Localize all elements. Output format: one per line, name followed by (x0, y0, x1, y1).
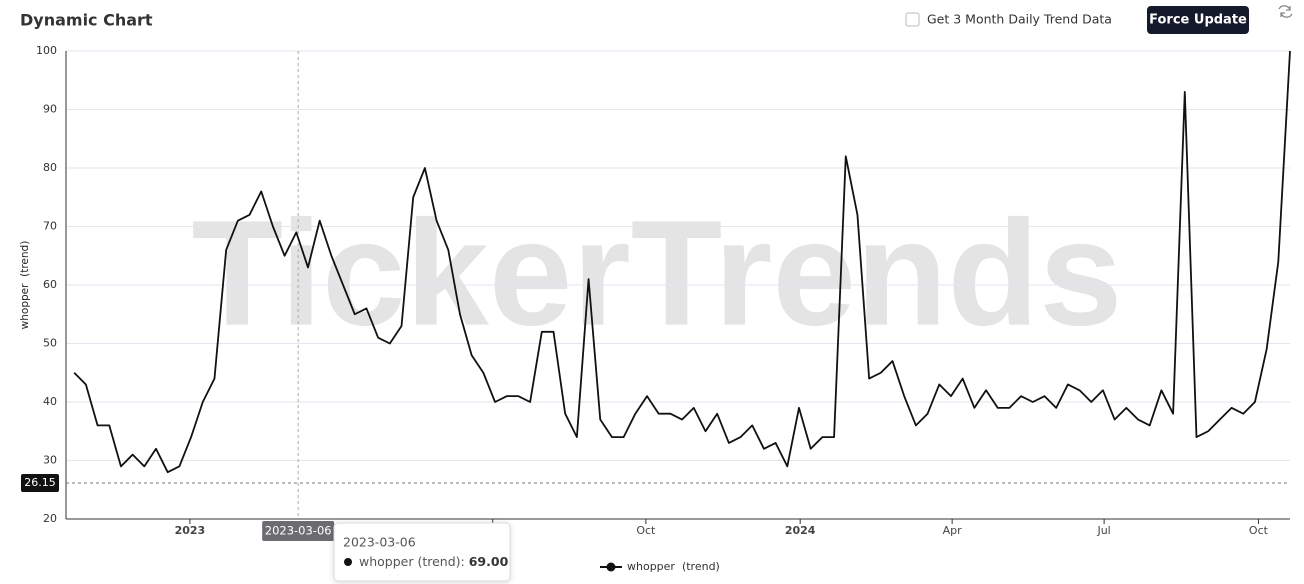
y-tick-label: 20 (43, 512, 57, 525)
tooltip-date: 2023-03-06 (343, 535, 416, 550)
crosshair-x-label-box (262, 521, 335, 541)
watermark: TickerTrends (191, 189, 1122, 357)
y-tick-label: 100 (36, 44, 57, 57)
x-tick-label: Oct (636, 524, 656, 537)
y-tick-label: 90 (43, 103, 57, 116)
crosshair-y-label-box (21, 474, 59, 493)
checkbox[interactable] (905, 12, 920, 27)
legend-label: whopper (trend) (627, 560, 720, 573)
x-tick-label: Apr (943, 524, 963, 537)
title: Dynamic Chart (20, 11, 153, 30)
x-tick-label: 2024 (785, 524, 816, 537)
legend-dot (606, 562, 616, 572)
tooltip-box (333, 522, 511, 582)
tooltip-series: whopper (trend): (359, 554, 465, 569)
trend-line (73, 50, 1291, 474)
y-tick-label: 40 (43, 395, 57, 408)
y-tick-label: 70 (43, 220, 57, 233)
tooltip-value: 69.00 (469, 554, 509, 569)
y-tick-label: 50 (43, 337, 57, 350)
x-tick-label: Oct (1249, 524, 1269, 537)
button-label[interactable]: Force Update (1149, 13, 1247, 28)
y-tick-label: 80 (43, 161, 57, 174)
refresh-icon[interactable] (1278, 5, 1293, 18)
x-tick-label: 2023 (175, 524, 206, 537)
tooltip-dot (344, 558, 352, 566)
x-tick-label: Jul (1096, 524, 1110, 537)
crosshair-x-label: 2023-03-06 (265, 524, 332, 538)
y-axis-label: whopper (trend) (19, 241, 31, 330)
crosshair-y-label: 26.15 (24, 476, 56, 489)
checkbox-label[interactable]: Get 3 Month Daily Trend Data (927, 12, 1112, 27)
y-tick-label: 60 (43, 278, 57, 291)
tooltip-entry: whopper (trend): 69.00 (359, 554, 509, 569)
y-tick-label: 30 (43, 454, 57, 467)
force-update-button[interactable] (1147, 6, 1249, 34)
